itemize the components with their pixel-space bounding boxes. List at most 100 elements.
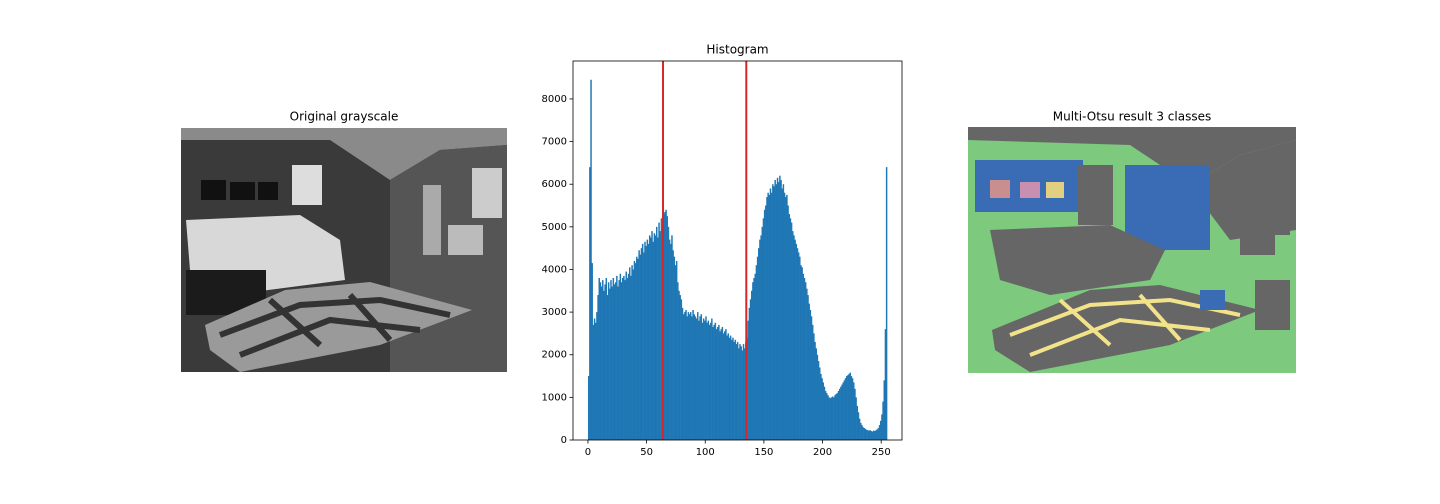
bar <box>804 282 807 440</box>
bar <box>836 393 839 440</box>
bar <box>705 316 707 440</box>
bar <box>686 316 688 440</box>
bar <box>862 427 864 440</box>
image-title: Multi-Otsu result 3 classes <box>1053 110 1211 124</box>
bar <box>671 235 673 440</box>
bar <box>590 79 592 441</box>
bar <box>619 273 622 440</box>
bar <box>758 248 760 440</box>
bar <box>609 288 611 440</box>
bar <box>626 277 629 440</box>
bar <box>877 428 880 440</box>
bar <box>658 222 660 440</box>
bar <box>845 376 848 440</box>
bar <box>876 429 878 440</box>
bar <box>713 324 715 440</box>
bar <box>645 246 647 440</box>
bar <box>767 192 769 440</box>
bar <box>637 258 639 440</box>
bar <box>838 388 841 440</box>
bar <box>851 378 854 440</box>
bar <box>709 322 712 440</box>
bar <box>819 367 821 440</box>
bar <box>790 222 793 440</box>
bar <box>689 312 692 440</box>
bar <box>638 250 640 440</box>
bar <box>847 375 849 440</box>
bar <box>738 348 740 440</box>
bar <box>653 233 656 440</box>
bar <box>833 397 835 440</box>
bar <box>770 192 773 440</box>
bar <box>673 256 676 440</box>
bar <box>740 346 742 440</box>
bar <box>597 295 599 440</box>
bar <box>759 239 761 440</box>
bar <box>811 324 814 440</box>
bar <box>854 388 856 440</box>
bar <box>834 395 836 440</box>
bar <box>853 382 855 440</box>
bar <box>863 428 866 440</box>
bar <box>664 211 666 440</box>
bar <box>748 307 751 440</box>
bar <box>803 277 806 440</box>
bar <box>694 316 697 440</box>
bar <box>743 348 746 440</box>
bar <box>700 314 703 440</box>
image-title: Original grayscale <box>290 110 399 124</box>
bar <box>672 250 674 440</box>
bar <box>775 184 778 440</box>
bar <box>729 335 732 440</box>
x-tick-label: 150 <box>754 447 773 458</box>
bar <box>644 241 646 440</box>
bar <box>627 273 630 440</box>
bar <box>795 243 798 440</box>
bar <box>776 177 779 441</box>
bar <box>884 329 887 440</box>
x-tick-label: 0 <box>585 447 591 458</box>
bar <box>731 339 733 440</box>
bar <box>654 235 657 440</box>
bar <box>823 386 826 440</box>
bar <box>722 333 725 440</box>
bar <box>613 284 616 440</box>
bar <box>827 395 829 440</box>
bar <box>734 339 737 440</box>
bar <box>817 361 820 440</box>
y-tick-label: 5000 <box>542 222 567 233</box>
bar <box>878 425 881 440</box>
bar <box>797 252 800 440</box>
bar <box>630 275 632 440</box>
y-tick-label: 6000 <box>542 179 567 190</box>
bar <box>864 428 867 440</box>
bar <box>652 241 654 440</box>
bar <box>651 231 653 440</box>
bar <box>625 271 627 440</box>
bar <box>639 254 642 440</box>
bar <box>842 382 844 440</box>
bar <box>603 290 605 440</box>
bar <box>719 331 721 440</box>
bar <box>667 226 670 440</box>
bar <box>841 384 843 440</box>
bar <box>695 318 698 440</box>
bar <box>727 333 730 440</box>
bar <box>885 167 888 440</box>
bar <box>772 184 774 440</box>
bar <box>636 256 638 440</box>
bar <box>872 430 875 440</box>
bar <box>843 380 846 440</box>
bar <box>704 320 706 440</box>
y-tick-label: 0 <box>561 435 567 446</box>
bar <box>849 372 851 440</box>
bar <box>802 273 805 440</box>
bar <box>697 312 699 440</box>
bar <box>593 318 596 440</box>
bar <box>675 260 678 440</box>
bar <box>711 318 713 440</box>
axes-frame <box>572 60 903 441</box>
bar <box>623 275 625 440</box>
bar <box>762 218 765 440</box>
